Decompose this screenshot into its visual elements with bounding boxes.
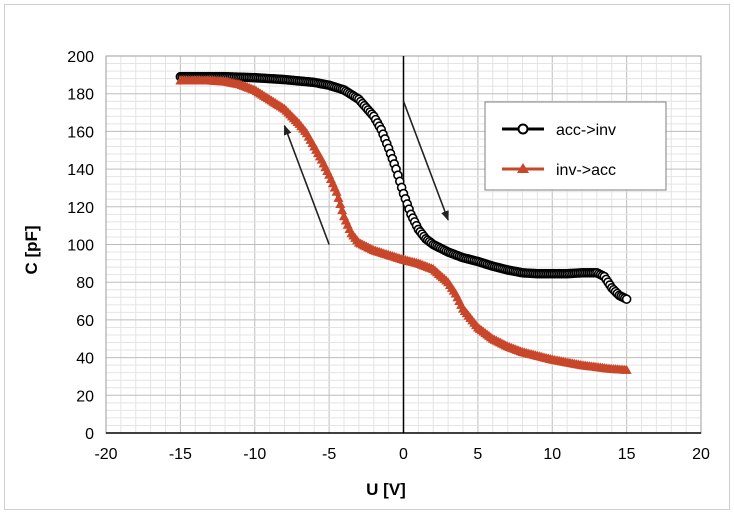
- series-inv->acc: [175, 75, 632, 374]
- x-tick-label: 10: [543, 446, 561, 463]
- x-tick-label: -10: [243, 446, 266, 463]
- legend-label-acc-inv: acc->inv: [556, 122, 616, 139]
- y-tick-label: 160: [67, 124, 94, 141]
- x-axis-title: U [V]: [366, 480, 406, 499]
- data-point-triangle: [333, 192, 344, 202]
- x-tick-label: -5: [322, 446, 336, 463]
- annotations: [283, 100, 449, 245]
- y-tick-label: 180: [67, 87, 94, 104]
- data-point-triangle: [337, 205, 348, 215]
- legend-box: [484, 101, 667, 191]
- data-point-triangle: [331, 186, 342, 196]
- annotation-arrow: [283, 124, 330, 245]
- y-tick-label: 20: [76, 388, 94, 405]
- x-tick-label: 0: [399, 446, 408, 463]
- y-tick-label: 100: [67, 238, 94, 255]
- y-tick-label: 40: [76, 351, 94, 368]
- y-tick-label: 200: [67, 49, 94, 66]
- y-tick-label: 140: [67, 162, 94, 179]
- y-tick-label: 120: [67, 200, 94, 217]
- legend-label-inv-acc: inv->acc: [556, 162, 616, 179]
- data-point-triangle: [335, 198, 346, 208]
- y-tick-label: 80: [76, 275, 94, 292]
- capacitance-voltage-chart: -20 -15 -10 -5 0 5 10 15 20020406080100120140160…: [22, 49, 710, 499]
- y-axis-title: C [pF]: [22, 225, 41, 274]
- axes: -20 -15 -10 -5 0 5 10 15 20020406080100120140160…: [67, 49, 710, 463]
- data-point-triangle: [621, 364, 632, 374]
- x-tick-label: 20: [692, 446, 710, 463]
- chart-frame: -20 -15 -10 -5 0 5 10 15 20 0 20 40 60 80 100 120 140 160…: [4, 4, 730, 510]
- series-layer: [175, 71, 632, 374]
- y-tick-label: 60: [76, 313, 94, 330]
- annotation-arrow: [402, 100, 449, 221]
- legend-marker-inv-acc: [517, 163, 529, 173]
- x-tick-label: -20: [94, 446, 117, 463]
- y-tick-label: 0: [85, 426, 94, 443]
- legend-marker-acc-inv: [517, 123, 529, 135]
- x-tick-label: 15: [618, 446, 636, 463]
- x-tick-label: 5: [473, 446, 482, 463]
- x-tick-label: -15: [169, 446, 192, 463]
- legend: acc->inv inv->acc: [484, 101, 667, 191]
- data-point-circle: [621, 294, 632, 304]
